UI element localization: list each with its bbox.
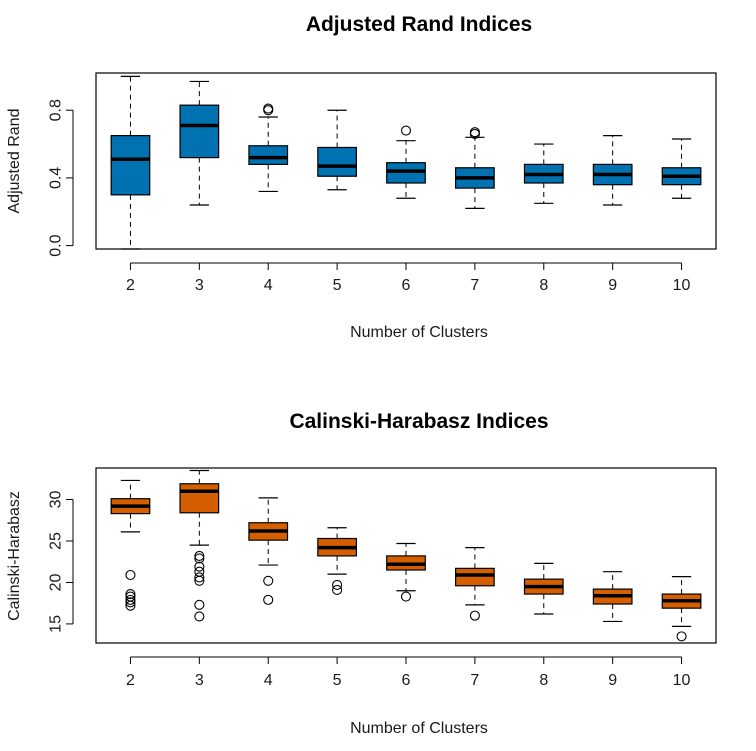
y-tick-label: 0.8	[48, 99, 65, 121]
x-tick-label: 6	[402, 672, 411, 689]
outlier-point	[676, 631, 687, 642]
x-tick-label: 3	[195, 672, 204, 689]
box-10	[661, 576, 702, 642]
box-8	[523, 562, 564, 615]
box-4	[248, 103, 289, 193]
x-tick-label: 4	[264, 672, 273, 689]
box-4	[248, 497, 289, 605]
box-5	[317, 527, 358, 595]
box-9	[592, 135, 633, 206]
box-iqr	[110, 135, 151, 196]
outlier-point	[125, 600, 136, 611]
x-tick-label: 7	[470, 672, 479, 689]
box-iqr	[317, 146, 358, 177]
y-tick-label: 30	[48, 491, 65, 509]
outlier-point	[125, 569, 136, 581]
outlier-point	[125, 589, 136, 600]
outlier-point	[469, 127, 480, 138]
box-6	[386, 542, 426, 602]
x-tick-label: 8	[539, 672, 548, 689]
box-8	[523, 143, 564, 204]
y-axis-label-calinski-harabasz: Calinski-Harabasz	[6, 491, 23, 621]
outlier-point	[194, 575, 205, 586]
x-tick-label: 5	[333, 277, 342, 294]
x-axis-label-adjusted-rand: Number of Clusters	[350, 324, 488, 341]
outlier-point	[194, 599, 205, 610]
y-tick-label: 0.4	[48, 167, 65, 189]
x-tick-label: 2	[126, 672, 135, 689]
box-7	[455, 127, 495, 209]
outlier-point	[400, 591, 412, 602]
calinski-harabasz-plot: 15 20 25 30 2 3 4 5 6 7 8 9 10	[48, 467, 717, 689]
box-7	[455, 547, 495, 621]
box-3	[179, 469, 220, 622]
outlier-point	[400, 125, 412, 136]
x-tick-label: 7	[470, 277, 479, 294]
outlier-point	[263, 594, 274, 605]
plot-frame	[95, 72, 717, 250]
x-tick-label: 10	[673, 672, 691, 689]
box-iqr	[248, 145, 289, 165]
x-tick-label: 9	[608, 277, 617, 294]
box-3	[179, 80, 220, 206]
x-axis-label-calinski-harabasz: Number of Clusters	[350, 720, 488, 737]
y-tick-label: 15	[48, 615, 65, 633]
outlier-point	[194, 572, 205, 583]
outlier-point	[125, 597, 136, 608]
outlier-point	[263, 103, 274, 114]
box-5	[317, 109, 358, 191]
y-tick-label: 20	[48, 573, 65, 591]
box-iqr	[179, 483, 220, 514]
x-tick-label: 3	[195, 277, 204, 294]
box-2	[110, 75, 151, 250]
outlier-point	[469, 610, 480, 621]
plot-frame	[95, 467, 717, 644]
x-tick-label: 10	[673, 277, 691, 294]
x-tick-label: 9	[608, 672, 617, 689]
box-2	[110, 479, 151, 611]
x-tick-label: 2	[126, 277, 135, 294]
box-10	[661, 138, 702, 199]
outlier-point	[194, 553, 205, 564]
adjusted-rand-plot: 0.0 0.4 0.8 2 3 4 5 6 7 8 9 10	[48, 72, 717, 294]
x-tick-label: 8	[539, 277, 548, 294]
outlier-point	[194, 550, 205, 561]
box-iqr	[179, 104, 220, 159]
chart-title-adjusted-rand: Adjusted Rand Indices	[306, 13, 532, 36]
y-tick-label: 25	[48, 532, 65, 550]
x-tick-label: 4	[264, 277, 273, 294]
outlier-point	[332, 579, 343, 590]
x-tick-label: 6	[402, 277, 411, 294]
x-tick-label: 5	[333, 672, 342, 689]
chart-title-calinski-harabasz: Calinski-Harabasz Indices	[289, 410, 548, 433]
y-axis-label-adjusted-rand: Adjusted Rand	[6, 109, 23, 214]
outlier-point	[194, 611, 205, 622]
outlier-point	[125, 594, 136, 605]
y-tick-label: 0.0	[48, 234, 65, 256]
box-6	[386, 125, 426, 199]
outlier-point	[263, 575, 274, 586]
outlier-point	[194, 561, 205, 572]
outlier-point	[332, 584, 343, 595]
box-9	[592, 571, 633, 623]
box-iqr	[455, 567, 495, 587]
